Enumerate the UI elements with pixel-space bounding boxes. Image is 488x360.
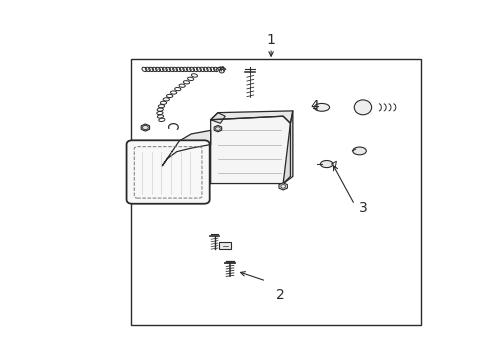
Polygon shape [214, 125, 221, 132]
Polygon shape [283, 111, 292, 184]
Polygon shape [141, 124, 149, 131]
Ellipse shape [313, 103, 329, 111]
Ellipse shape [320, 161, 332, 168]
Text: 4: 4 [309, 99, 318, 113]
Polygon shape [279, 183, 287, 190]
Bar [131, 59, 420, 325]
Text: 2: 2 [276, 288, 285, 302]
Ellipse shape [352, 147, 366, 155]
Polygon shape [210, 113, 224, 123]
Text: 3: 3 [358, 201, 366, 215]
Ellipse shape [353, 100, 371, 115]
Bar [219, 242, 231, 249]
Polygon shape [162, 130, 210, 166]
Polygon shape [210, 111, 292, 123]
Polygon shape [210, 116, 290, 184]
Text: 1: 1 [266, 33, 275, 47]
FancyBboxPatch shape [126, 140, 209, 204]
